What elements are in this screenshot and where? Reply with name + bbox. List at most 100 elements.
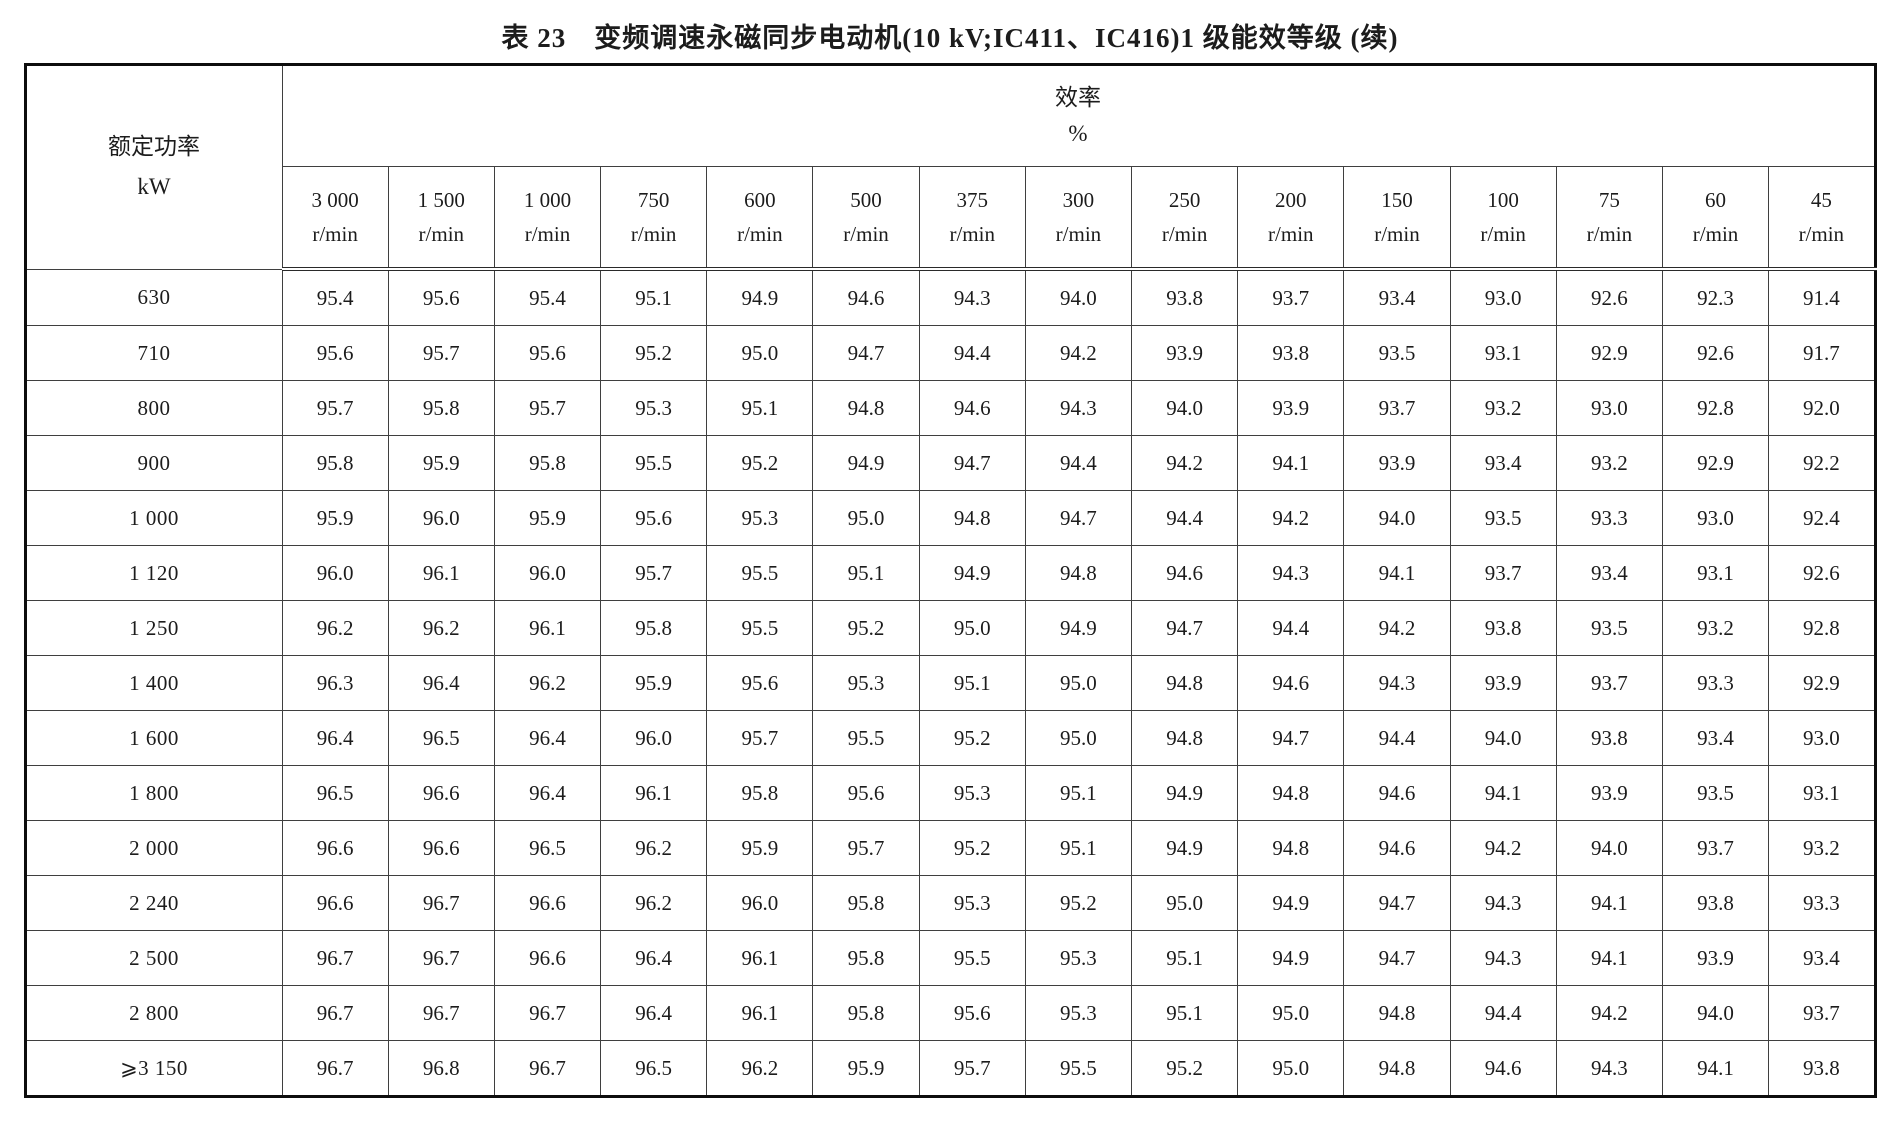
efficiency-value: 96.5 bbox=[387, 710, 495, 766]
table-row: 2 800 96.7 96.7 96.7 96.4 96.1 95.8 95.6 95.3 95.… bbox=[24, 985, 1876, 1041]
efficiency-value: 94.1 bbox=[1343, 545, 1451, 601]
table-header: 额定功率 kW 效率 % 3 000 r/min 1 500 r/min 1 000 r/… bbox=[24, 64, 1876, 271]
efficiency-value: 95.3 bbox=[812, 655, 920, 711]
efficiency-value: 94.3 bbox=[1237, 545, 1345, 601]
efficiency-value: 96.6 bbox=[493, 875, 602, 931]
efficiency-value: 95.6 bbox=[281, 325, 389, 381]
power-column-header: 额定功率 kW bbox=[24, 64, 283, 270]
efficiency-value: 95.3 bbox=[706, 490, 814, 546]
power-value: 1 600 bbox=[24, 710, 283, 766]
efficiency-value: 95.5 bbox=[812, 710, 920, 766]
efficiency-value: 96.1 bbox=[387, 545, 495, 601]
efficiency-value: 92.3 bbox=[1661, 268, 1770, 326]
efficiency-value: 93.8 bbox=[1130, 268, 1239, 326]
efficiency-value: 93.3 bbox=[1768, 875, 1876, 931]
efficiency-value: 96.7 bbox=[281, 985, 389, 1041]
efficiency-value: 95.2 bbox=[600, 325, 708, 381]
efficiency-value: 94.6 bbox=[1130, 545, 1239, 601]
speed-header-row: 3 000 r/min 1 500 r/min 1 000 r/min 750 r/min 60… bbox=[25, 166, 1876, 271]
efficiency-value: 96.5 bbox=[493, 820, 602, 876]
efficiency-value: 95.9 bbox=[281, 490, 389, 546]
efficiency-value: 94.7 bbox=[918, 435, 1026, 491]
efficiency-value: 94.9 bbox=[812, 435, 920, 491]
efficiency-value: 93.0 bbox=[1661, 490, 1770, 546]
efficiency-value: 96.4 bbox=[493, 765, 602, 821]
efficiency-value: 96.4 bbox=[387, 655, 495, 711]
efficiency-value: 94.4 bbox=[1237, 600, 1345, 656]
power-value: 800 bbox=[24, 380, 283, 436]
efficiency-value: 95.1 bbox=[1024, 820, 1133, 876]
efficiency-value: 95.5 bbox=[1024, 1040, 1133, 1097]
efficiency-value: 95.9 bbox=[600, 655, 708, 711]
speed-header-500: 500 r/min bbox=[812, 166, 920, 271]
efficiency-value: 95.3 bbox=[1024, 930, 1133, 986]
speed-header-750: 750 r/min bbox=[600, 166, 708, 271]
efficiency-value: 94.8 bbox=[1237, 820, 1345, 876]
efficiency-value: 96.1 bbox=[706, 930, 814, 986]
efficiency-value: 94.3 bbox=[1024, 380, 1133, 436]
efficiency-value: 93.8 bbox=[1661, 875, 1770, 931]
table-row: 800 95.7 95.8 95.7 95.3 95.1 94.8 94.6 94.3 94.0 9… bbox=[24, 380, 1876, 436]
efficiency-value: 94.6 bbox=[812, 268, 920, 326]
efficiency-value: 93.3 bbox=[1661, 655, 1770, 711]
efficiency-value: 94.8 bbox=[1024, 545, 1133, 601]
efficiency-value: 94.8 bbox=[1343, 1040, 1451, 1097]
efficiency-value: 94.1 bbox=[1555, 875, 1663, 931]
efficiency-value: 95.0 bbox=[918, 600, 1026, 656]
efficiency-value: 93.1 bbox=[1768, 765, 1876, 821]
efficiency-value: 93.8 bbox=[1555, 710, 1663, 766]
header-row-top: 额定功率 kW 效率 % bbox=[24, 64, 1876, 270]
speed-header-100: 100 r/min bbox=[1449, 166, 1557, 271]
table-row: 2 000 96.6 96.6 96.5 96.2 95.9 95.7 95.2 95.1 94.… bbox=[24, 820, 1876, 876]
efficiency-value: 96.4 bbox=[600, 985, 708, 1041]
efficiency-value: 93.8 bbox=[1768, 1040, 1876, 1097]
efficiency-value: 95.3 bbox=[918, 875, 1026, 931]
power-value: 1 400 bbox=[24, 655, 283, 711]
efficiency-value: 96.2 bbox=[706, 1040, 814, 1097]
efficiency-value: 92.4 bbox=[1768, 490, 1876, 546]
efficiency-value: 95.0 bbox=[706, 325, 814, 381]
efficiency-value: 95.9 bbox=[493, 490, 602, 546]
efficiency-value: 95.8 bbox=[387, 380, 495, 436]
efficiency-value: 96.7 bbox=[281, 1040, 389, 1097]
efficiency-value: 94.3 bbox=[1449, 930, 1557, 986]
efficiency-value: 96.4 bbox=[493, 710, 602, 766]
efficiency-value: 96.2 bbox=[600, 875, 708, 931]
efficiency-value: 95.3 bbox=[918, 765, 1026, 821]
efficiency-value: 96.4 bbox=[281, 710, 389, 766]
efficiency-value: 96.3 bbox=[281, 655, 389, 711]
efficiency-value: 95.6 bbox=[918, 985, 1026, 1041]
efficiency-value: 95.7 bbox=[281, 380, 389, 436]
efficiency-value: 94.4 bbox=[1449, 985, 1557, 1041]
speed-header-60: 60 r/min bbox=[1661, 166, 1770, 271]
efficiency-value: 94.9 bbox=[1237, 930, 1345, 986]
efficiency-value: 91.7 bbox=[1768, 325, 1876, 381]
efficiency-value: 94.6 bbox=[1449, 1040, 1557, 1097]
efficiency-value: 94.0 bbox=[1130, 380, 1239, 436]
efficiency-value: 95.8 bbox=[812, 875, 920, 931]
efficiency-value: 94.1 bbox=[1661, 1040, 1770, 1097]
efficiency-value: 94.8 bbox=[1130, 655, 1239, 711]
efficiency-value: 94.6 bbox=[1343, 765, 1451, 821]
efficiency-value: 93.9 bbox=[1237, 380, 1345, 436]
efficiency-value: 94.4 bbox=[1024, 435, 1133, 491]
efficiency-value: 93.0 bbox=[1449, 268, 1557, 326]
efficiency-value: 93.9 bbox=[1130, 325, 1239, 381]
efficiency-value: 96.2 bbox=[281, 600, 389, 656]
table-row: 710 95.6 95.7 95.6 95.2 95.0 94.7 94.4 94.2 93.9 9… bbox=[24, 325, 1876, 381]
power-value: 1 800 bbox=[24, 765, 283, 821]
speed-header-75: 75 r/min bbox=[1555, 166, 1663, 271]
efficiency-value: 95.3 bbox=[600, 380, 708, 436]
efficiency-value: 95.6 bbox=[706, 655, 814, 711]
table-row: 1 800 96.5 96.6 96.4 96.1 95.8 95.6 95.3 95.1 94.… bbox=[24, 765, 1876, 821]
efficiency-value: 96.0 bbox=[493, 545, 602, 601]
speed-header-1000: 1 000 r/min bbox=[493, 166, 602, 271]
efficiency-value: 95.2 bbox=[1024, 875, 1133, 931]
efficiency-value: 92.8 bbox=[1768, 600, 1876, 656]
efficiency-value: 95.5 bbox=[706, 600, 814, 656]
efficiency-value: 94.2 bbox=[1130, 435, 1239, 491]
efficiency-value: 94.0 bbox=[1024, 268, 1133, 326]
efficiency-value: 96.6 bbox=[387, 765, 495, 821]
efficiency-value: 93.4 bbox=[1449, 435, 1557, 491]
efficiency-value: 93.5 bbox=[1555, 600, 1663, 656]
